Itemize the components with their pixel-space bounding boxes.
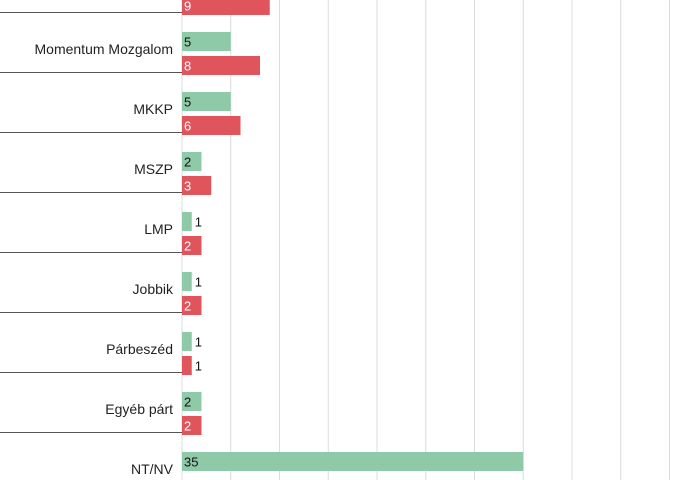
- grid-lines: [181, 0, 670, 480]
- value-label: 3: [184, 179, 191, 194]
- value-label: 1: [195, 275, 202, 290]
- category-label: MSZP: [134, 161, 173, 177]
- value-label: 6: [184, 119, 191, 134]
- value-label: 2: [184, 239, 191, 254]
- bar: [182, 452, 524, 471]
- value-label: 1: [195, 215, 202, 230]
- value-label: 2: [184, 395, 191, 410]
- value-label: 35: [184, 455, 198, 470]
- bar: [182, 92, 231, 111]
- row-separators: [0, 12, 182, 433]
- bar: [182, 392, 202, 411]
- bar: [182, 32, 231, 51]
- value-label: 2: [184, 419, 191, 434]
- value-label: 1: [195, 335, 202, 350]
- value-label: 5: [184, 35, 191, 50]
- bar: [182, 176, 212, 195]
- bar: [182, 116, 241, 135]
- value-label: 1: [195, 359, 202, 374]
- category-label: MKKP: [133, 101, 173, 117]
- category-label: Egyéb párt: [105, 401, 173, 417]
- value-label: 8: [184, 59, 191, 74]
- category-label: NT/NV: [131, 461, 174, 477]
- bars: [182, 0, 524, 471]
- value-label: 5: [184, 95, 191, 110]
- bar: [182, 356, 192, 375]
- category-label: Momentum Mozgalom: [35, 41, 174, 57]
- bar: [182, 332, 192, 351]
- category-label: Párbeszéd: [106, 341, 173, 357]
- bar: [182, 0, 270, 15]
- bar: [182, 212, 192, 231]
- bar: [182, 56, 260, 75]
- bar: [182, 236, 202, 255]
- value-label: 9: [184, 0, 191, 14]
- category-label: Jobbik: [133, 281, 174, 297]
- bar: [182, 152, 202, 171]
- bar: [182, 296, 202, 315]
- value-label: 2: [184, 155, 191, 170]
- category-label: LMP: [144, 221, 173, 237]
- value-label: 2: [184, 299, 191, 314]
- bar: [182, 272, 192, 291]
- bar: [182, 416, 202, 435]
